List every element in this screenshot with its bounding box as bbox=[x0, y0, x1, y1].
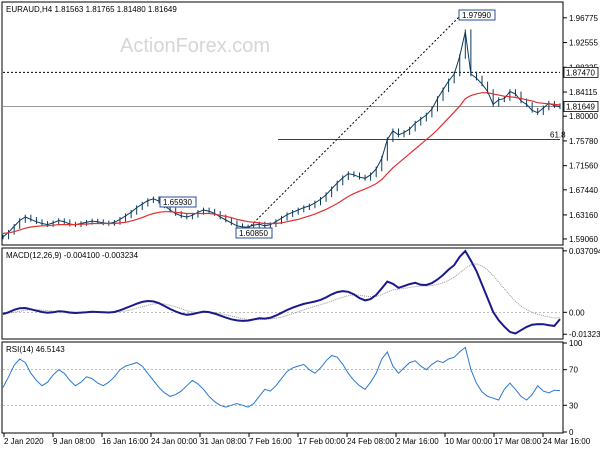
macd-axis-tick-label: 0.00 bbox=[569, 308, 585, 317]
annotation-box bbox=[458, 9, 496, 21]
x-axis-label: 9 Jan 08:00 bbox=[53, 437, 95, 446]
price-axis-tick-label: 1.59060 bbox=[569, 235, 598, 244]
current-price-box-text: 1.81649 bbox=[566, 103, 595, 112]
x-axis-label: 10 Mar 00:00 bbox=[445, 437, 493, 446]
rsi-axis-tick-label: 30 bbox=[569, 401, 578, 410]
macd-panel-title: MACD(12,26,9) -0.004100 -0.003234 bbox=[6, 251, 139, 260]
price-axis-tick-label: 1.84115 bbox=[569, 88, 598, 97]
resistance-price-box-text: 1.87470 bbox=[566, 68, 595, 77]
annotation-box bbox=[159, 196, 197, 208]
price-axis-tick-label: 1.92555 bbox=[569, 39, 598, 48]
price-axis-tick-label: 1.71560 bbox=[569, 162, 598, 171]
moving-average-line bbox=[2, 92, 561, 234]
price-panel-frame bbox=[1, 1, 564, 246]
rsi-line bbox=[2, 346, 561, 408]
macd-panel-frame bbox=[1, 247, 564, 340]
x-axis-label: 17 Feb 00:00 bbox=[298, 437, 346, 446]
annotation-label: 1.97990 bbox=[462, 11, 491, 20]
resistance-price-box bbox=[563, 66, 599, 78]
price-axis-tick-label: 1.63160 bbox=[569, 211, 598, 220]
x-axis-label: 24 Jan 00:00 bbox=[151, 437, 198, 446]
annotation-box bbox=[235, 227, 273, 239]
x-axis-label: 2 Mar 16:00 bbox=[396, 437, 439, 446]
rsi-panel-title: RSI(14) 46.5143 bbox=[6, 345, 65, 354]
x-axis-label: 31 Jan 08:00 bbox=[200, 437, 247, 446]
x-axis-label: 17 Mar 08:00 bbox=[494, 437, 542, 446]
price-panel-title: EURAUD,H4 1.81563 1.81765 1.81480 1.8164… bbox=[6, 5, 177, 14]
price-axis: 1.967751.925551.883351.841151.800001.757… bbox=[563, 14, 598, 244]
x-axis-label: 24 Feb 08:00 bbox=[347, 437, 395, 446]
rsi-panel-frame bbox=[1, 341, 564, 434]
watermark: ActionForex.com bbox=[120, 35, 270, 57]
trend-line bbox=[247, 10, 466, 229]
annotation-layer: 1.97990 1.65930 1.60850 1.87470 1.81649 bbox=[159, 9, 599, 239]
price-axis-tick-label: 1.96775 bbox=[569, 14, 598, 23]
fib-label: 61.8 bbox=[550, 131, 566, 140]
rsi-axis-tick-label: 0 bbox=[569, 428, 574, 437]
price-axis-tick-label: 1.80000 bbox=[569, 112, 598, 121]
annotation-label: 1.65930 bbox=[163, 198, 192, 207]
price-axis-tick-label: 1.67440 bbox=[569, 186, 598, 195]
x-axis-label: 24 Mar 16:00 bbox=[543, 437, 591, 446]
rsi-layer bbox=[2, 346, 561, 408]
x-axis: 2 Jan 2020 9 Jan 08:00 16 Jan 16:00 24 Jan … bbox=[3, 433, 591, 446]
price-line bbox=[2, 31, 561, 238]
price-layer: 61.8 bbox=[2, 10, 566, 240]
x-axis-label: 7 Feb 16:00 bbox=[249, 437, 292, 446]
x-axis-label: 2 Jan 2020 bbox=[4, 437, 44, 446]
x-axis-label: 16 Jan 16:00 bbox=[102, 437, 149, 446]
macd-axis-tick-label: 0.037094 bbox=[569, 247, 600, 256]
macd-line bbox=[2, 249, 561, 335]
macd-layer bbox=[2, 249, 561, 335]
rsi-axis-tick-label: 70 bbox=[569, 366, 578, 375]
current-price-box bbox=[563, 101, 599, 112]
annotation-label: 1.60850 bbox=[239, 229, 268, 238]
rsi-axis-tick-label: 100 bbox=[569, 339, 583, 348]
price-axis-tick-label: 1.75780 bbox=[569, 137, 598, 146]
rsi-axis: 100 70 30 0 bbox=[563, 339, 583, 437]
